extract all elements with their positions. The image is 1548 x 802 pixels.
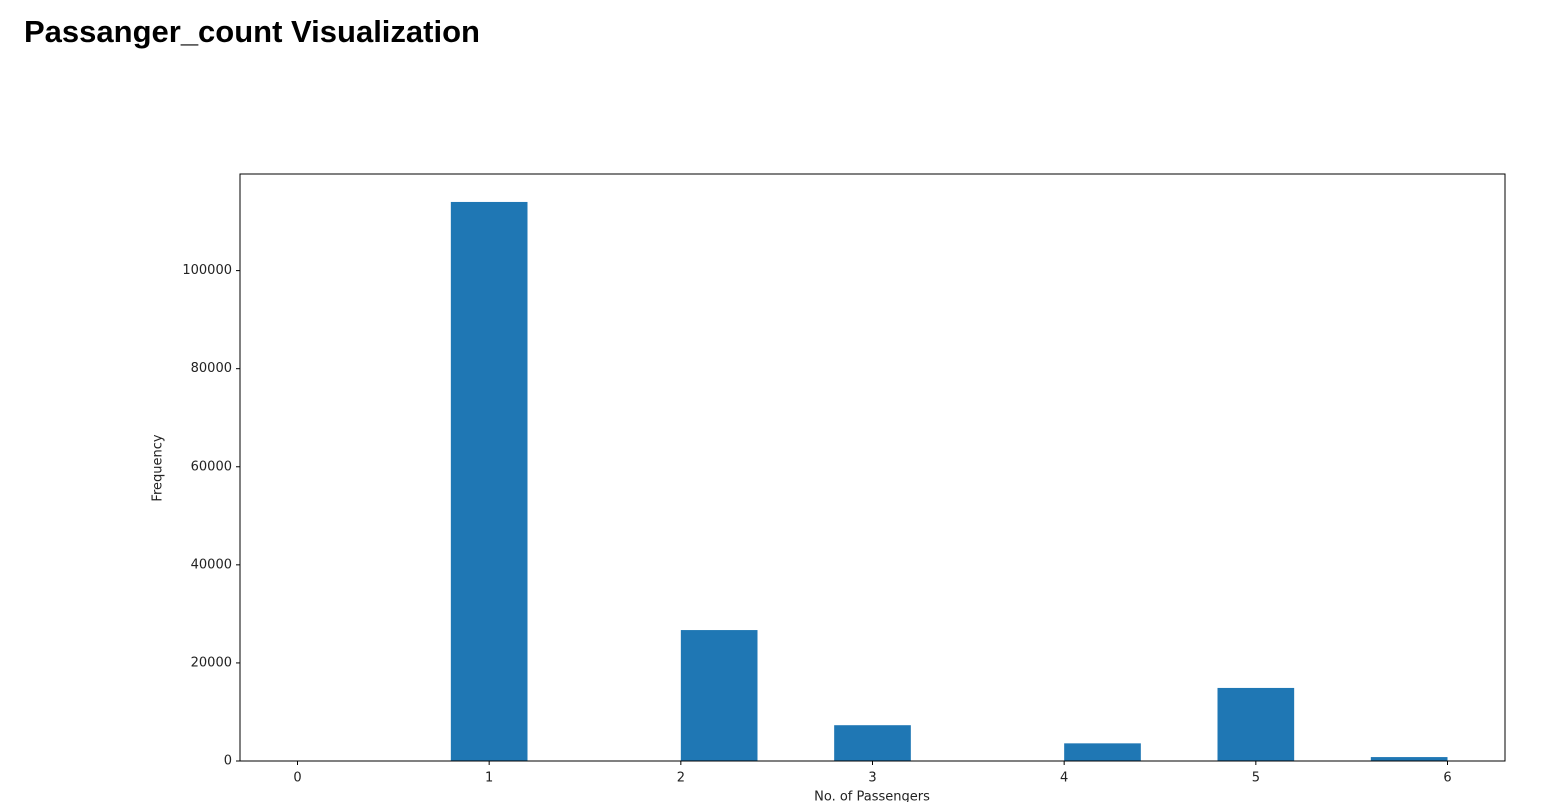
- bar: [1370, 757, 1448, 761]
- y-tick-label: 40000: [191, 557, 232, 572]
- bar: [680, 630, 758, 761]
- y-tick-label: 20000: [191, 655, 232, 670]
- y-tick-label: 60000: [191, 459, 232, 474]
- x-tick-label: 4: [1060, 771, 1068, 786]
- y-tick-label: 100000: [182, 263, 232, 278]
- plot-frame: [239, 173, 1506, 762]
- x-tick-label: 3: [868, 771, 876, 786]
- y-axis-label: Frequency: [151, 434, 166, 501]
- x-tick-label: 0: [293, 771, 301, 786]
- x-tick-label: 5: [1252, 771, 1260, 786]
- x-tick-label: 6: [1443, 771, 1451, 786]
- x-axis-label: No. of Passengers: [814, 790, 930, 802]
- bar: [1064, 743, 1141, 761]
- y-tick-label: 0: [224, 754, 232, 769]
- y-tick-label: 80000: [191, 361, 232, 376]
- page-title: Passanger_count Visualization: [24, 14, 480, 49]
- bar: [450, 201, 528, 761]
- bar: [1217, 687, 1295, 761]
- x-tick-label: 1: [485, 771, 493, 786]
- bar: [834, 725, 911, 761]
- x-tick-label: 2: [677, 771, 685, 786]
